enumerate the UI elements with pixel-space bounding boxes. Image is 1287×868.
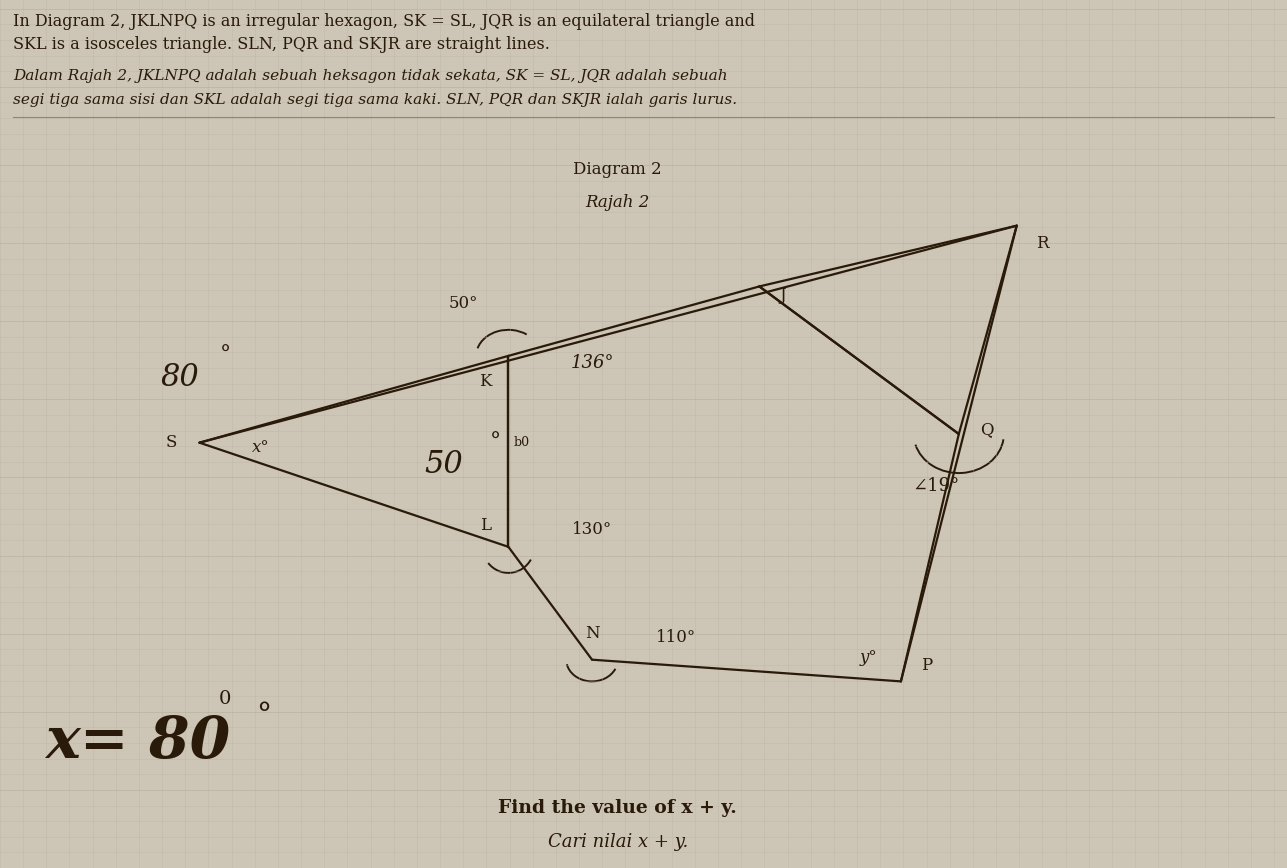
Text: ∠19°: ∠19°	[912, 477, 959, 495]
Text: x°: x°	[252, 438, 270, 456]
Text: °: °	[220, 345, 230, 367]
Text: Q: Q	[981, 421, 994, 438]
Text: Diagram 2: Diagram 2	[574, 161, 662, 178]
Text: 50: 50	[425, 449, 463, 480]
Text: Rajah 2: Rajah 2	[586, 194, 650, 211]
Text: b0: b0	[514, 437, 529, 449]
Text: In Diagram 2, JKLNPQ is an irregular hexagon, SK = SL, JQR is an equilateral tri: In Diagram 2, JKLNPQ is an irregular hex…	[13, 13, 755, 30]
Text: Find the value of x + y.: Find the value of x + y.	[498, 799, 737, 817]
Text: 130°: 130°	[571, 521, 613, 538]
Text: segi tiga sama sisi dan SKL adalah segi tiga sama kaki. SLN, PQR dan SKJR ialah : segi tiga sama sisi dan SKL adalah segi …	[13, 93, 737, 107]
Text: SKL is a isosceles triangle. SLN, PQR and SKJR are straight lines.: SKL is a isosceles triangle. SLN, PQR an…	[13, 36, 550, 54]
Text: 0: 0	[219, 690, 232, 707]
Text: L: L	[480, 516, 490, 534]
Text: °: °	[256, 700, 272, 732]
Text: R: R	[1036, 234, 1049, 252]
Text: P: P	[921, 657, 932, 674]
Text: 136°: 136°	[570, 354, 614, 372]
Text: S: S	[166, 434, 176, 451]
Text: y°: y°	[860, 648, 878, 666]
Text: 110°: 110°	[655, 629, 696, 647]
Text: J: J	[779, 286, 786, 304]
Text: 50°: 50°	[449, 295, 477, 312]
Text: Dalam Rajah 2, JKLNPQ adalah sebuah heksagon tidak sekata, SK = SL, JQR adalah s: Dalam Rajah 2, JKLNPQ adalah sebuah heks…	[13, 69, 727, 83]
Text: Cari nilai x + y.: Cari nilai x + y.	[548, 833, 687, 852]
Text: 80: 80	[161, 362, 199, 393]
Text: °: °	[490, 431, 501, 454]
Text: N: N	[584, 625, 600, 642]
Text: x= 80: x= 80	[45, 713, 230, 771]
Text: K: K	[479, 373, 492, 391]
